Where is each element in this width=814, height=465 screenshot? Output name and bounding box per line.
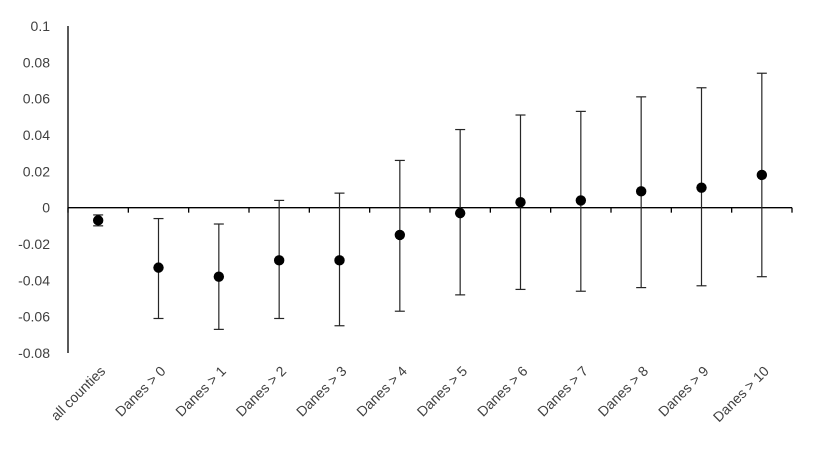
data-point [153,262,164,273]
x-category-label: Danes > 0 [112,363,169,420]
y-tick-label: 0.1 [31,18,51,34]
y-tick-label: 0.04 [23,127,50,143]
x-category-label: Danes > 10 [710,363,772,425]
y-tick-label: 0.06 [23,91,50,107]
data-point [273,255,285,266]
data-point [334,255,345,266]
data-point [575,195,587,206]
x-category-label: Danes > 6 [474,363,531,420]
x-category-label: Danes > 9 [655,363,712,420]
data-point [213,271,225,282]
data-point [454,207,466,219]
x-category-label: Danes > 4 [353,363,410,420]
x-category-label: Danes > 8 [595,363,652,420]
data-points [92,169,768,282]
data-point [635,186,647,197]
data-point [756,169,768,181]
y-tick-label: 0.02 [23,163,50,179]
data-point [515,197,526,208]
x-category-label: Danes > 2 [233,363,290,420]
y-tick-label: 0 [42,200,50,216]
y-tick-label: -0.02 [18,236,50,252]
y-tick-labels: 0.1 0.08 0.06 0.04 0.02 0 -0.02 -0.04 -0.06 -0.08 [18,18,50,361]
y-tick-label: 0.08 [23,54,50,70]
x-category-label: Danes > 3 [293,363,350,420]
x-axis [67,207,793,213]
x-category-label: Danes > 5 [414,363,471,420]
data-point [696,182,707,193]
y-tick-label: -0.04 [18,272,50,288]
x-category-label: all counties [47,363,108,424]
error-bars [93,72,767,330]
data-point [92,215,104,226]
data-point [394,229,406,241]
x-category-label: Danes > 1 [172,363,229,420]
y-tick-label: -0.06 [18,309,50,325]
y-tick-label: -0.08 [18,345,50,361]
x-category-label: Danes > 7 [534,363,591,420]
